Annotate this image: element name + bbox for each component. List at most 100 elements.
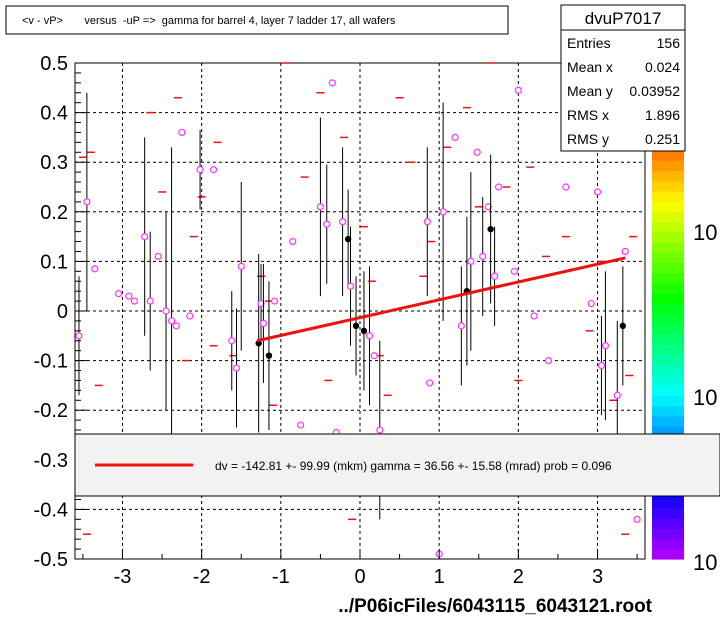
fit-line: [256, 256, 626, 343]
color-bar-segment: [652, 242, 684, 253]
data-point-open: [196, 166, 204, 174]
data-point-open: [75, 332, 83, 340]
data-point-open: [141, 233, 149, 241]
data-point-filled: [360, 327, 368, 335]
y-tick-label: 0: [57, 301, 68, 323]
data-point-open: [490, 272, 499, 280]
data-point-open: [473, 148, 481, 156]
data-point-filled: [255, 340, 262, 347]
fit-line-path: [256, 256, 626, 343]
data-point-open: [633, 515, 641, 523]
data-point-open: [172, 322, 180, 330]
data-point-open: [338, 218, 347, 226]
color-bar-segment: [652, 293, 684, 304]
color-bar-segment: [652, 507, 684, 519]
color-bar-segment: [652, 334, 684, 345]
data-point-open: [257, 299, 265, 308]
data-point-open: [146, 297, 154, 305]
y-tick-label: -0.1: [34, 351, 68, 373]
color-bar-segment: [652, 385, 684, 396]
x-tick-label: 3: [592, 566, 603, 588]
data-point-open: [346, 282, 355, 290]
color-bar-segment: [652, 231, 684, 243]
data-point-open: [370, 352, 378, 360]
data-point-open: [479, 252, 487, 261]
data-point-open: [601, 342, 610, 350]
color-bar-segment: [652, 344, 684, 356]
color-bar-segment: [652, 303, 684, 315]
y-tick-label: 0.3: [40, 152, 68, 174]
data-point-open: [530, 312, 538, 320]
x-tick-label: -3: [114, 566, 132, 588]
color-bar-segment: [652, 272, 684, 284]
data-point-filled: [487, 225, 494, 233]
stats-rows: Entries 156 Mean x 0.024 Mean y 0.03952 RMS x 1…: [567, 35, 680, 147]
color-bar-segment: [652, 180, 684, 192]
color-bar-segment: [652, 160, 684, 172]
data-point-open: [613, 391, 621, 399]
y-tick-label: -0.2: [34, 400, 68, 422]
data-point-open: [186, 312, 194, 320]
data-point-open: [587, 299, 595, 308]
color-bar-segment: [652, 211, 684, 223]
x-tick-label: 0: [354, 566, 365, 588]
data-point-open: [365, 332, 374, 340]
data-point-open: [323, 220, 331, 228]
x-tick-label: 1: [434, 566, 445, 588]
data-point-open: [593, 188, 602, 196]
chart-title: <v - vP> versus -uP => gamma for barrel …: [22, 15, 396, 27]
data-point-open: [597, 361, 606, 370]
data-point-open: [259, 319, 268, 327]
color-bar-segment: [652, 282, 684, 294]
stats-label: Mean x: [567, 59, 613, 75]
data-point-open: [237, 262, 245, 270]
data-point-filled: [344, 235, 352, 243]
data-point-open: [91, 265, 99, 273]
color-bar-segment: [652, 201, 684, 212]
color-bar-label: 10: [693, 550, 717, 575]
data-point-open: [83, 198, 91, 206]
color-bar-label: 10: [693, 385, 717, 410]
stats-label: RMS x: [567, 107, 609, 123]
data-point-open: [316, 203, 325, 211]
color-bar-segment: [652, 150, 684, 161]
color-scale-bar: 10 10 10: [652, 150, 717, 575]
data-point-open: [376, 426, 384, 434]
x-tick-label: -2: [193, 566, 211, 588]
data-point-open: [289, 237, 297, 246]
color-bar-segment: [652, 426, 684, 437]
x-tick-label: -1: [272, 566, 290, 588]
data-point-open: [544, 357, 553, 365]
data-point-filled: [619, 322, 627, 330]
title-box: [5, 5, 509, 35]
color-bar-segment: [652, 415, 684, 427]
color-bar-segment: [652, 548, 684, 560]
axes: -3 -2 -1 0 1 2 3 -0.5 -0.4 -0.3 -0.2 -0.1 0 0.1 0.2 0.3…: [34, 53, 638, 588]
data-point-open: [621, 247, 629, 256]
color-bar-segment: [652, 538, 684, 550]
stats-value: 156: [657, 35, 681, 51]
data-point-filled: [352, 322, 360, 330]
stats-box: [560, 4, 686, 152]
data-point-open: [562, 183, 570, 191]
color-bar-label: 10: [693, 220, 717, 245]
color-bar-segment: [652, 364, 684, 376]
color-bar-segment: [652, 497, 684, 509]
color-bar-segment: [652, 374, 684, 386]
data-points: [75, 79, 641, 558]
y-tick-label: -0.3: [34, 450, 68, 472]
data-point-open: [510, 267, 518, 275]
data-point-open: [162, 307, 170, 315]
stats-label: Mean y: [567, 83, 613, 99]
x-tick-label: 2: [513, 566, 524, 588]
y-tick-label: 0.4: [40, 103, 68, 125]
color-bar-segment: [652, 323, 684, 335]
stats-value: 0.251: [645, 131, 680, 147]
color-bar-segment: [652, 170, 684, 182]
data-point-open: [232, 364, 241, 372]
data-point-open: [514, 86, 522, 94]
color-bar-segment: [652, 528, 684, 540]
data-point-open: [328, 79, 336, 87]
data-point-open: [167, 317, 176, 325]
